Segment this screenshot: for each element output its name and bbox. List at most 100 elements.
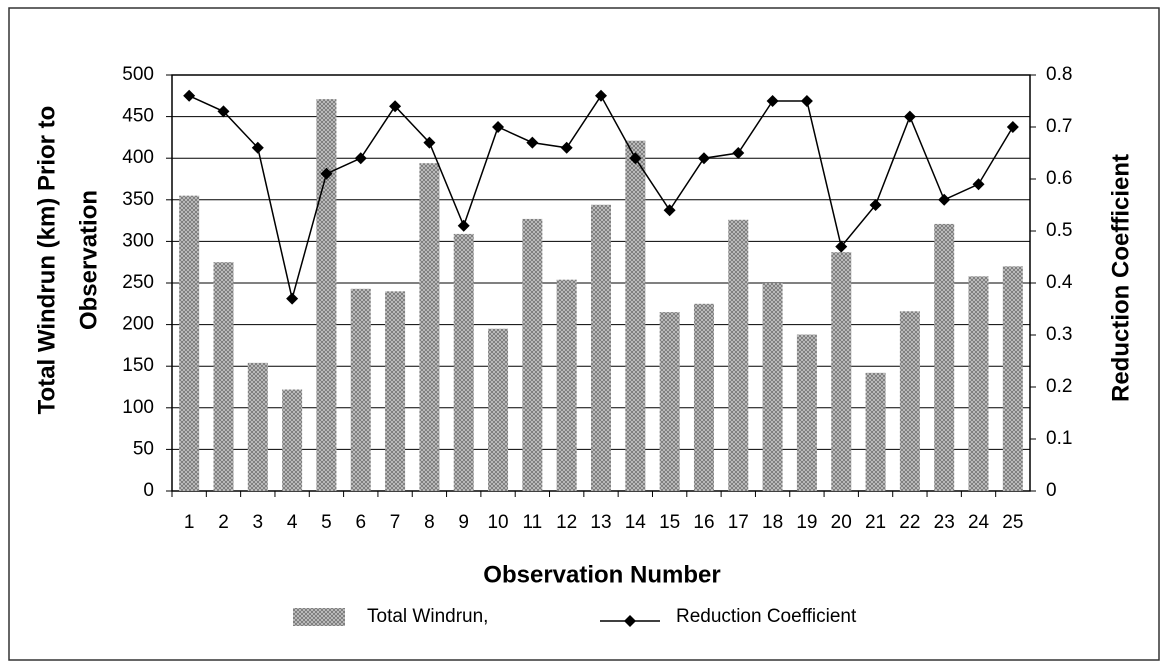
marker: [697, 152, 710, 165]
x-tick-label: 10: [487, 512, 508, 533]
x-tick-label: 7: [390, 512, 401, 533]
marker: [217, 105, 230, 118]
bar: [350, 288, 371, 491]
y2-tick-label: 0.7: [1046, 116, 1072, 137]
y-tick-label: 100: [122, 397, 154, 418]
marker: [492, 121, 505, 133]
bar: [934, 223, 955, 492]
bar: [899, 311, 920, 491]
marker: [354, 152, 367, 165]
x-tick-label: 20: [831, 512, 852, 533]
y2-tick-label: 0.5: [1046, 220, 1072, 241]
marker: [972, 178, 985, 191]
marker: [869, 199, 882, 211]
x-tick-label: 24: [968, 512, 990, 533]
x-tick-label: 15: [659, 512, 680, 533]
y-tick-label: 300: [122, 230, 154, 251]
bar: [1002, 266, 1023, 491]
x-tick-label: 21: [865, 512, 886, 533]
y-tick-label: 50: [133, 438, 154, 459]
bar: [556, 279, 577, 491]
marker: [183, 89, 196, 102]
y2-tick-label: 0: [1046, 480, 1057, 501]
bar: [179, 195, 200, 491]
bar: [316, 99, 337, 492]
x-tick-label: 8: [424, 512, 435, 533]
marker: [663, 204, 676, 217]
x-tick-label: 6: [355, 512, 366, 533]
x-tick-label: 22: [899, 512, 920, 533]
x-tick-label: 4: [287, 512, 298, 533]
x-tick-label: 12: [556, 512, 577, 533]
marker: [766, 95, 779, 107]
y-axis-title: Total Windrun (km) Prior to: [33, 106, 60, 415]
x-tick-label: 3: [253, 512, 264, 533]
marker: [629, 152, 642, 165]
y-tick-label: 350: [122, 189, 154, 210]
y2-tick-label: 0.2: [1046, 376, 1072, 397]
y2-axis-title: Reduction Coefficient: [1107, 154, 1134, 402]
x-tick-label: 19: [796, 512, 817, 533]
x-tick-label: 18: [762, 512, 783, 533]
y-tick-label: 250: [122, 272, 154, 293]
legend-marker: [624, 615, 636, 627]
legend-label: Reduction Coefficient: [676, 606, 857, 627]
bar: [522, 218, 543, 491]
bar: [625, 140, 646, 491]
marker: [903, 110, 916, 123]
x-tick-label: 5: [321, 512, 332, 533]
marker: [320, 167, 333, 180]
y2-tick-label: 0.1: [1046, 428, 1072, 449]
bar: [488, 328, 509, 491]
bar: [213, 262, 234, 491]
y2-tick-label: 0.3: [1046, 324, 1072, 345]
marker: [800, 95, 813, 107]
x-tick-label: 1: [184, 512, 195, 533]
marker: [938, 193, 951, 206]
marker: [732, 147, 745, 159]
bar: [865, 372, 886, 491]
bar: [693, 303, 714, 491]
y-tick-label: 0: [143, 480, 154, 501]
marker: [423, 136, 436, 149]
bar: [419, 163, 440, 491]
x-tick-label: 13: [590, 512, 611, 533]
x-tick-label: 25: [1002, 512, 1023, 533]
x-tick-label: 17: [728, 512, 749, 533]
x-tick-label: 16: [693, 512, 714, 533]
y-tick-label: 200: [122, 314, 154, 335]
x-tick-label: 9: [458, 512, 469, 533]
bar: [796, 334, 817, 491]
y2-tick-label: 0.6: [1046, 168, 1072, 189]
marker: [457, 219, 470, 232]
marker: [835, 240, 848, 253]
marker: [251, 141, 264, 154]
y-tick-label: 500: [122, 64, 154, 85]
bar: [385, 291, 406, 491]
x-tick-label: 14: [625, 512, 647, 533]
bar: [282, 389, 303, 491]
legend-label: Total Windrun,: [367, 606, 488, 627]
bar: [968, 276, 989, 491]
y-tick-label: 150: [122, 355, 154, 376]
bar: [659, 312, 680, 491]
legend-swatch: [293, 608, 345, 626]
y2-tick-label: 0.8: [1046, 64, 1072, 85]
x-tick-label: 2: [218, 512, 229, 533]
bar: [247, 362, 268, 491]
marker: [560, 141, 573, 154]
bar: [762, 283, 783, 491]
x-tick-label: 23: [934, 512, 955, 533]
marker: [526, 136, 539, 149]
marker: [595, 89, 607, 102]
bar: [453, 233, 474, 492]
y-tick-label: 450: [122, 106, 154, 127]
bar: [831, 252, 852, 491]
marker: [1006, 121, 1019, 133]
y-tick-label: 400: [122, 147, 154, 168]
x-tick-label: 11: [522, 512, 542, 533]
marker: [286, 292, 299, 305]
x-axis-title: Observation Number: [483, 561, 720, 588]
marker: [389, 100, 402, 113]
